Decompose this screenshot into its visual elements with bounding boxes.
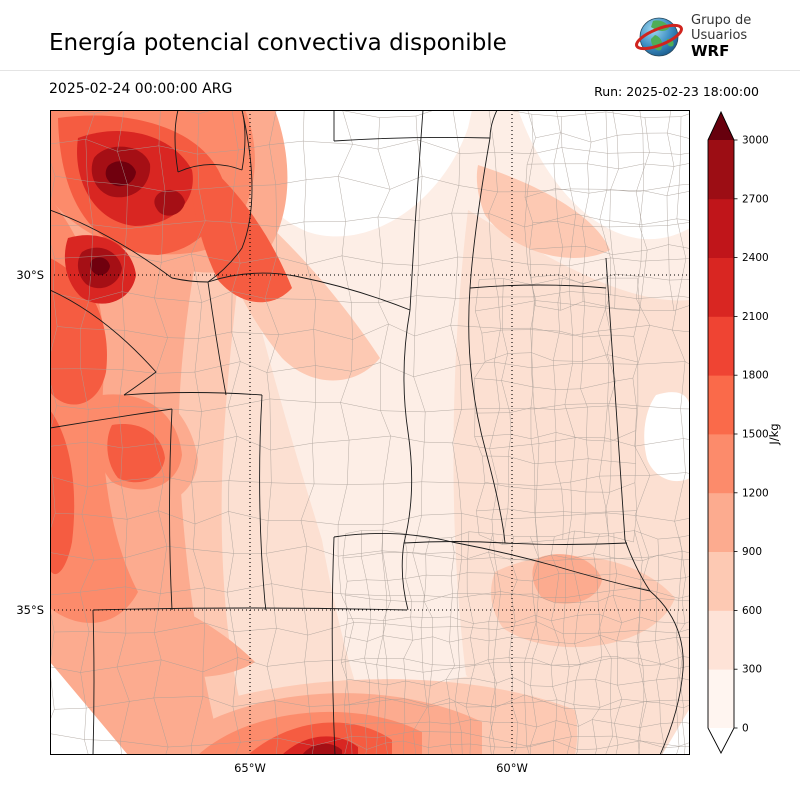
province-border: [169, 408, 173, 611]
valid-datetime: 2025-02-24 00:00:00 ARG: [49, 81, 233, 97]
province-border: [50, 408, 173, 429]
province-border: [174, 110, 179, 173]
lat-label-30s: 30°S: [16, 268, 44, 282]
province-border: [409, 110, 424, 311]
province-border: [403, 541, 506, 544]
colorbar-tick-label: 2100: [742, 311, 769, 323]
province-border: [259, 394, 266, 611]
province-border: [333, 136, 491, 142]
wrf-logo: Grupo de Usuarios WRF: [634, 12, 751, 62]
province-border: [468, 110, 506, 544]
colorbar-tick-label: 300: [742, 664, 762, 676]
province-border: [207, 110, 253, 283]
logo-line-1: Grupo de: [691, 12, 752, 28]
colorbar-tick-label: 900: [742, 546, 762, 558]
page-title: Energía potencial convectiva disponible: [49, 30, 507, 56]
wrf-logo-icon: [635, 17, 683, 57]
province-border: [605, 257, 651, 592]
province-border: [92, 609, 95, 755]
colorbar-tick-label: 3000: [742, 135, 769, 147]
province-border: [331, 536, 336, 755]
wrf-logo-text: Grupo de Usuarios WRF: [691, 13, 751, 61]
colorbar-tick-label: 1500: [742, 429, 769, 441]
colorbar: 0 300 600 900 1200 1500 1800 2100 2400 2700 3000 J/…: [707, 110, 781, 754]
colorbar-tick-label: 1200: [742, 487, 769, 499]
colorbar-tick-label: 600: [742, 605, 762, 617]
province-border: [50, 289, 157, 396]
run-datetime: Run: 2025-02-23 18:00:00: [594, 84, 759, 99]
colorbar-tick-label: 2700: [742, 193, 769, 205]
province-border: [469, 284, 607, 289]
map-frame: [50, 110, 690, 755]
department-borders-dense: [341, 529, 690, 755]
lat-label-35s: 35°S: [16, 603, 44, 617]
province-border: [333, 533, 651, 592]
colorbar-under-arrow: [708, 728, 734, 753]
province-border: [401, 309, 413, 611]
cape-field: [50, 110, 690, 755]
province-border: [241, 110, 246, 171]
province-border: [92, 607, 408, 611]
province-border: [177, 164, 243, 173]
province-border: [50, 209, 209, 283]
department-borders: [50, 110, 690, 755]
province-border: [649, 590, 684, 755]
lon-label-60w: 60°W: [496, 761, 528, 775]
colorbar-unit-label: J/kg: [767, 423, 781, 445]
logo-line-2: Usuarios: [691, 28, 748, 44]
colorbar-over-arrow: [708, 112, 734, 140]
logo-line-wrf: WRF: [691, 42, 730, 61]
colorbar-tick-label: 0: [742, 723, 749, 735]
colorbar-tick-label: 2400: [742, 252, 769, 264]
province-border: [123, 392, 263, 396]
province-border: [504, 542, 628, 545]
colorbar-tick-label: 1800: [742, 370, 769, 382]
province-border: [207, 281, 227, 396]
lon-label-65w: 65°W: [234, 761, 266, 775]
cape-map-canvas: [50, 110, 690, 755]
header-divider: [0, 70, 800, 71]
